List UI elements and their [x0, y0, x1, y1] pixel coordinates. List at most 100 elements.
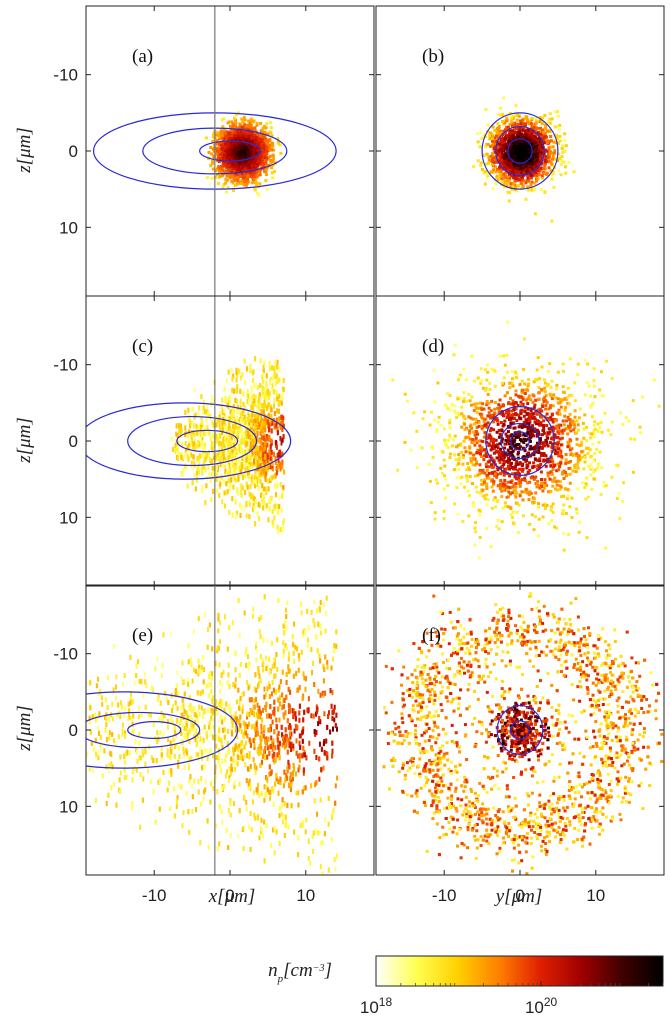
density-cell — [238, 161, 241, 165]
density-cell — [245, 153, 249, 156]
density-cell — [504, 181, 508, 185]
density-cell — [525, 158, 529, 162]
density-cell — [498, 142, 502, 146]
density-cell — [232, 125, 236, 129]
density-cell — [520, 138, 523, 142]
density-cell — [530, 180, 534, 184]
density-cell — [249, 124, 253, 128]
density-cell — [494, 170, 498, 174]
density-cell — [495, 127, 499, 131]
density-cell — [211, 140, 215, 143]
density-cell — [250, 127, 254, 131]
density-cell — [548, 152, 552, 155]
density-cell — [237, 151, 241, 155]
density-cell — [507, 139, 511, 143]
density-cell — [218, 149, 222, 153]
density-cell — [522, 171, 526, 174]
density-cell — [524, 157, 528, 161]
density-cell — [222, 129, 226, 132]
density-cell — [256, 149, 260, 153]
density-cell — [531, 127, 535, 131]
density-cell — [543, 135, 547, 139]
density-cell — [501, 141, 505, 145]
density-cell — [276, 137, 280, 141]
density-cell — [233, 178, 236, 182]
density-cell — [519, 160, 523, 164]
density-cell — [236, 175, 239, 179]
density-cell — [211, 133, 215, 137]
density-cell — [487, 158, 491, 162]
density-cell — [504, 131, 507, 135]
density-cell — [221, 185, 225, 189]
density-cell — [547, 149, 551, 152]
density-cell — [253, 173, 257, 177]
density-cell — [208, 182, 212, 186]
density-cell — [221, 134, 225, 138]
density-cell — [521, 146, 525, 150]
density-cell — [538, 120, 542, 124]
density-cell — [236, 129, 240, 133]
density-cell — [520, 176, 524, 180]
density-cell — [512, 181, 516, 185]
density-cell — [501, 183, 505, 187]
density-cell — [553, 125, 557, 129]
density-cell — [507, 199, 511, 203]
density-cell — [232, 158, 236, 162]
density-cell — [269, 121, 272, 125]
density-cell — [253, 166, 257, 170]
density-cell — [535, 126, 539, 130]
density-cell — [252, 140, 256, 144]
density-cell — [256, 157, 260, 160]
z-tick-label: 0 — [69, 142, 78, 161]
density-cell — [223, 162, 227, 166]
density-cell — [513, 128, 516, 132]
density-cell — [556, 114, 560, 118]
density-cell — [516, 143, 520, 147]
density-cell — [500, 129, 504, 133]
density-cell — [225, 140, 229, 144]
density-cell — [256, 141, 260, 145]
density-cell — [246, 149, 250, 153]
density-cell — [216, 173, 219, 177]
density-cell — [240, 144, 244, 148]
density-cell — [248, 122, 252, 125]
density-cell — [519, 148, 523, 151]
density-cell — [544, 159, 548, 163]
density-cell — [553, 157, 557, 161]
density-cell — [540, 148, 543, 152]
density-cell — [531, 157, 535, 161]
density-cell — [237, 164, 241, 168]
density-cell — [245, 139, 248, 143]
density-cell — [515, 127, 519, 131]
density-cell — [533, 212, 537, 216]
density-cell — [238, 125, 242, 129]
density-cell — [493, 128, 497, 132]
density-cell — [255, 138, 259, 142]
density-cell — [270, 141, 274, 145]
density-cell — [500, 177, 504, 181]
density-cell — [241, 161, 245, 165]
density-cell — [541, 130, 545, 134]
density-cell — [519, 150, 523, 154]
density-cell — [535, 165, 539, 169]
density-cell — [239, 182, 243, 185]
density-cell — [548, 121, 552, 125]
density-cell — [489, 144, 493, 148]
density-cell — [268, 143, 272, 147]
density-cell — [225, 150, 229, 154]
density-cell — [231, 156, 235, 160]
density-cell — [527, 139, 531, 142]
density-cell — [514, 177, 518, 181]
density-cell — [502, 143, 506, 147]
density-cell — [245, 131, 249, 134]
density-cell — [516, 134, 520, 138]
density-cell — [547, 159, 551, 163]
density-cell — [484, 108, 488, 112]
density-cell — [514, 166, 518, 170]
density-cell — [219, 142, 222, 145]
density-cell — [506, 190, 510, 194]
density-cell — [479, 130, 483, 134]
density-cell — [268, 148, 272, 152]
density-cell — [530, 167, 534, 171]
density-cell — [517, 166, 521, 170]
